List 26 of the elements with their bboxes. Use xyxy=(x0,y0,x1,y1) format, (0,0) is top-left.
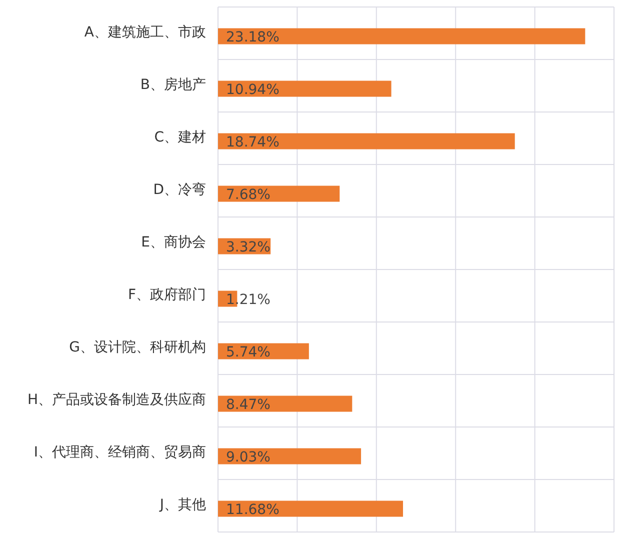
y-tick-label: G、设计院、科研机构 xyxy=(69,339,206,356)
y-tick-label: A、建筑施工、市政 xyxy=(84,24,206,40)
data-label: 18.74% xyxy=(226,134,280,150)
bar xyxy=(218,133,515,150)
y-tick-label: F、政府部门 xyxy=(128,286,206,303)
bar xyxy=(218,396,352,412)
data-label: 7.68% xyxy=(226,186,270,203)
data-label: 9.03% xyxy=(226,449,270,466)
data-label: 5.74% xyxy=(226,344,270,360)
bar xyxy=(218,500,404,517)
y-tick-label: H、产品或设备制造及供应商 xyxy=(27,392,206,408)
y-tick-label: E、商协会 xyxy=(141,234,206,250)
y-tick-label: D、冷弯 xyxy=(153,182,206,198)
y-tick-label: I、代理商、经销商、贸易商 xyxy=(34,444,206,460)
data-label: 8.47% xyxy=(226,396,270,413)
bar xyxy=(218,448,362,464)
y-tick-label: B、房地产 xyxy=(140,76,206,93)
bar xyxy=(218,186,340,202)
data-label: 3.32% xyxy=(226,239,270,256)
bar xyxy=(218,28,586,44)
y-tick-label: J、其他 xyxy=(158,496,206,513)
data-label: 11.68% xyxy=(226,502,280,518)
y-tick-label: C、建材 xyxy=(154,129,206,146)
data-label: 10.94% xyxy=(226,82,280,98)
data-label: 23.18% xyxy=(226,29,280,46)
bar xyxy=(218,80,392,97)
